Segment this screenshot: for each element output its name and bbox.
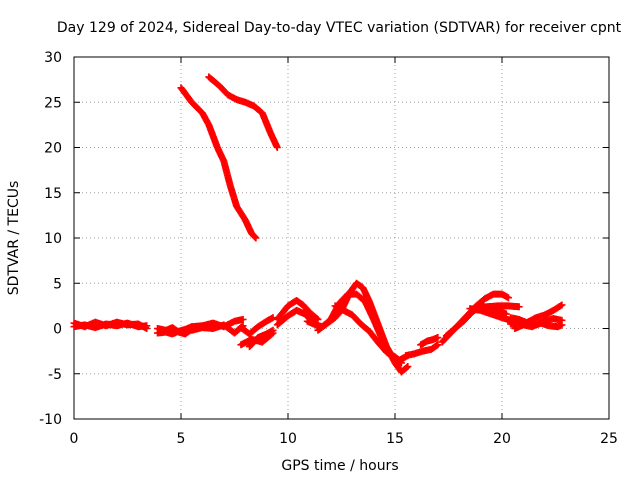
data-point xyxy=(273,144,281,151)
data-point xyxy=(269,326,277,334)
data-point xyxy=(434,334,442,342)
y-tick-labels: -10 -5 0 5 10 15 20 25 30 xyxy=(39,50,62,428)
data-point xyxy=(313,315,321,323)
data-points xyxy=(70,73,566,376)
series-arc-10 xyxy=(273,296,322,323)
series-arc-16 xyxy=(417,334,442,349)
x-tick-label: 0 xyxy=(70,431,79,447)
data-point xyxy=(403,363,411,371)
series-arc-14 xyxy=(331,302,405,367)
data-point xyxy=(434,341,442,349)
x-tick-label: 20 xyxy=(493,431,511,447)
series-arc-2 xyxy=(70,318,151,332)
data-point xyxy=(558,321,566,329)
data-point xyxy=(515,303,523,311)
series-arc-13 xyxy=(314,279,412,376)
grid-lines xyxy=(74,57,609,419)
series-arc-7 xyxy=(237,314,277,338)
y-tick-label: 20 xyxy=(44,141,62,157)
y-tick-label: 25 xyxy=(44,95,62,111)
y-tick-label: -10 xyxy=(39,412,62,428)
y-tick-label: 15 xyxy=(44,186,62,202)
series-arc-9 xyxy=(245,326,277,351)
data-point xyxy=(143,325,151,332)
x-tick-label: 15 xyxy=(386,431,404,447)
series-arc-25 xyxy=(205,73,281,151)
data-point xyxy=(397,359,405,367)
x-tick-label: 25 xyxy=(600,431,618,447)
x-tick-label: 10 xyxy=(279,431,297,447)
x-tick-label: 5 xyxy=(177,431,186,447)
x-axis-label: GPS time / hours xyxy=(281,458,398,474)
y-tick-label: 10 xyxy=(44,231,62,247)
data-point xyxy=(558,301,566,309)
x-tick-labels: 0 5 10 15 20 25 xyxy=(70,431,618,447)
data-point xyxy=(239,315,247,323)
series-arc-23 xyxy=(511,319,566,332)
series-arc-15 xyxy=(402,341,442,360)
data-point xyxy=(251,233,259,241)
axis-ticks xyxy=(73,56,610,420)
y-tick-label: 30 xyxy=(44,50,62,66)
series-arc-20 xyxy=(472,302,523,313)
chart-title: Day 129 of 2024, Sidereal Day-to-day VTE… xyxy=(57,20,622,36)
y-tick-label: 0 xyxy=(53,322,62,338)
data-point xyxy=(252,234,260,242)
data-point xyxy=(504,294,512,302)
y-tick-label: 5 xyxy=(53,276,62,292)
y-tick-label: -5 xyxy=(48,367,62,383)
data-point xyxy=(404,363,412,371)
series-arc-24 xyxy=(177,84,260,242)
y-axis-label: SDTVAR / TECUs xyxy=(6,181,22,296)
